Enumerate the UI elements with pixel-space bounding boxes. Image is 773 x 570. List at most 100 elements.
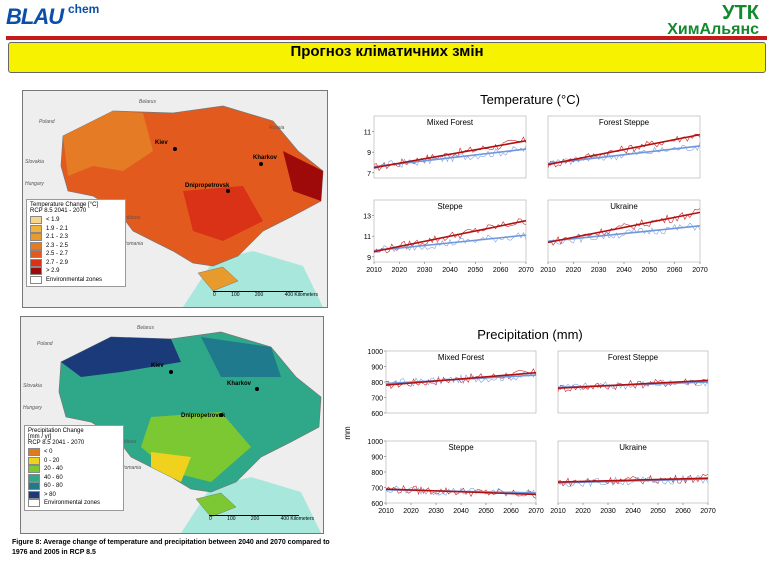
panel-title: Ukraine <box>619 443 647 452</box>
trend-red <box>373 219 527 253</box>
sea-shape <box>183 251 323 307</box>
x-tick-label: 2030 <box>591 267 607 274</box>
legend-swatch <box>28 465 40 474</box>
north-west-region <box>61 337 181 377</box>
x-tick-label: 2040 <box>453 508 469 515</box>
y-tick-label: 11 <box>364 130 371 137</box>
legend-item: 2.3 - 2.5 <box>30 241 122 251</box>
x-tick-label: 2060 <box>667 267 683 274</box>
x-tick-label: 2050 <box>650 508 666 515</box>
dnipro-dot <box>226 189 230 193</box>
scale-bar: 0 100 200 400 Kilometers <box>209 515 314 522</box>
trend-red <box>385 488 537 496</box>
y-tick-label: 700 <box>371 396 383 403</box>
kyiv-dot <box>169 370 173 374</box>
panel-frame <box>557 440 709 504</box>
chart-title: Temperature (°C) <box>480 92 580 107</box>
country-label-romania: Romania <box>121 465 142 471</box>
trend-blue <box>547 145 701 165</box>
legend-item: 40 - 60 <box>28 473 120 483</box>
series-blue <box>373 231 527 254</box>
panel-frame <box>373 115 527 179</box>
series-red <box>547 133 701 168</box>
series-blue <box>557 474 709 488</box>
legend-item: 60 - 80 <box>28 482 120 491</box>
legend-swatch <box>28 482 40 491</box>
utk-logo: УТК ХимАльянс <box>667 2 759 39</box>
y-axis-label: mm <box>343 426 352 440</box>
sea-shape <box>181 477 321 533</box>
legend-item: 2.5 - 2.7 <box>30 250 122 259</box>
x-tick-label: 2060 <box>503 508 519 515</box>
dnipro-dot <box>219 413 223 417</box>
legend-label: < 0 <box>44 449 53 456</box>
x-tick-label: 2020 <box>403 508 419 515</box>
panel-title: Steppe <box>437 202 463 211</box>
scale-tick: 100 <box>227 516 236 522</box>
panel-ukraine: Ukraine 2010 2020 2030 2040 2050 2060 2070 <box>550 440 716 515</box>
x-tick-label: 2040 <box>616 267 632 274</box>
country-label-moldova: Moldova <box>121 215 140 221</box>
x-tick-label: 2060 <box>675 508 691 515</box>
y-tick-label: 7 <box>367 171 371 178</box>
trend-red <box>557 379 709 389</box>
kharkiv-dot <box>255 387 259 391</box>
legend-swatch <box>30 250 42 259</box>
city-label-kyiv: Kiev <box>151 363 164 369</box>
panel-forest-steppe: Forest Steppe <box>557 350 709 414</box>
y-tick-label: 1000 <box>367 439 383 446</box>
temperature-map-canvas <box>23 91 327 307</box>
country-label-moldova: Moldova <box>117 439 136 445</box>
x-tick-label: 2010 <box>550 508 566 515</box>
panel-forest-steppe: Forest Steppe <box>547 115 701 179</box>
y-tick-label: 600 <box>371 411 383 418</box>
legend-label: Environmental zones <box>46 276 103 283</box>
panel-title: Forest Steppe <box>608 353 659 362</box>
legend-swatch <box>28 473 40 482</box>
x-tick-label: 2050 <box>478 508 494 515</box>
city-label-dnipro: Dnipropetrovsk <box>181 413 226 419</box>
legend-swatch <box>30 258 42 267</box>
precipitation-legend: Precipitation Change [mm / yr] RCP 8.5 2… <box>24 425 124 511</box>
city-label-dnipro: Dnipropetrovsk <box>185 183 230 189</box>
panel-steppe: Steppe 9 11 13 2010 2020 2030 2040 2050 2060 2070 <box>363 199 534 274</box>
trend-blue <box>373 234 527 252</box>
x-tick-label: 2040 <box>442 267 458 274</box>
scale-tick: 100 <box>231 292 240 298</box>
legend-swatch <box>30 224 42 233</box>
y-tick-label: 13 <box>363 214 371 221</box>
trend-red <box>385 371 537 386</box>
east-region <box>283 151 323 201</box>
legend-item: > 2.9 <box>30 267 122 276</box>
legend-swatch <box>30 267 42 276</box>
scale-tick: 0 <box>213 292 216 298</box>
logo-right-line1: УТК <box>722 2 759 24</box>
west-region <box>63 111 153 176</box>
panel-title: Ukraine <box>610 202 638 211</box>
y-tick-label: 1000 <box>367 349 383 356</box>
x-tick-label: 2070 <box>700 508 716 515</box>
x-tick-label: 2030 <box>428 508 444 515</box>
crimea-shape <box>195 492 237 518</box>
trend-red <box>557 477 709 483</box>
legend-label: 2.7 - 2.9 <box>46 259 69 266</box>
panel-steppe: Steppe 600 700 800 900 1000 2010 2020 2030 2040 20… <box>367 439 543 515</box>
south-east-region <box>183 186 263 241</box>
legend-label: 40 - 60 <box>44 474 63 481</box>
legend-label: 0 - 20 <box>44 457 60 464</box>
x-tick-label: 2070 <box>518 267 534 274</box>
scale-tick: 0 <box>209 516 212 522</box>
country-label-poland: Poland <box>37 341 53 347</box>
scale-bar: 0 100 200 400 Kilometers <box>213 291 318 298</box>
temperature-chart: Temperature (°C) Mixed Forest 7 9 11 Forest S… <box>363 92 708 274</box>
panel-title: Mixed Forest <box>438 353 485 362</box>
x-tick-label: 2030 <box>417 267 433 274</box>
x-tick-label: 2010 <box>540 267 556 274</box>
figure-caption: Figure 8: Average change of temperature … <box>12 539 330 556</box>
legend-swatch <box>30 241 42 250</box>
y-tick-label: 900 <box>371 455 383 462</box>
y-tick-label: 800 <box>371 470 383 477</box>
temperature-map: Kiev Kharkov Dnipropetrovsk Belarus Russ… <box>22 90 328 308</box>
city-label-kyiv: Kiev <box>155 140 168 146</box>
x-tick-label: 2060 <box>493 267 509 274</box>
